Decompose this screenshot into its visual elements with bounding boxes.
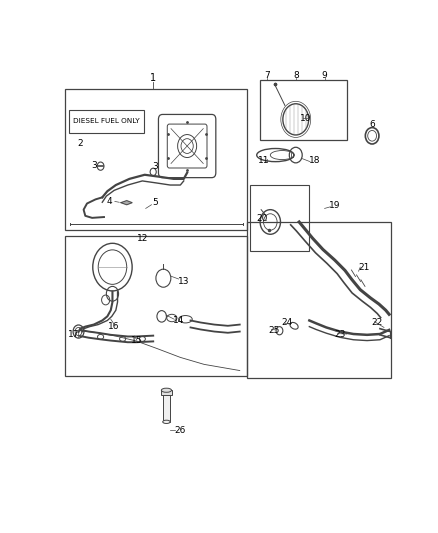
Text: 6: 6 — [369, 120, 375, 129]
Text: 12: 12 — [138, 234, 148, 243]
Text: 2: 2 — [78, 140, 83, 149]
Bar — [260, 80, 347, 140]
Text: 10: 10 — [300, 114, 312, 123]
Text: 14: 14 — [173, 316, 184, 325]
Text: 16: 16 — [108, 322, 120, 331]
Text: 9: 9 — [322, 71, 328, 80]
Ellipse shape — [161, 388, 172, 392]
Text: 26: 26 — [175, 425, 186, 434]
Polygon shape — [121, 200, 132, 205]
Text: 8: 8 — [293, 71, 299, 80]
Text: 23: 23 — [334, 330, 346, 340]
Text: 15: 15 — [131, 336, 142, 345]
Text: 17: 17 — [67, 330, 79, 340]
Text: 18: 18 — [309, 156, 320, 165]
Text: 1: 1 — [150, 74, 156, 83]
Bar — [162, 395, 170, 422]
Bar — [161, 390, 172, 395]
Bar — [250, 185, 309, 251]
Bar — [65, 88, 247, 230]
Text: 21: 21 — [358, 263, 369, 272]
Ellipse shape — [162, 420, 170, 424]
Bar — [65, 236, 247, 376]
Text: 4: 4 — [107, 197, 113, 206]
Text: 22: 22 — [371, 318, 383, 327]
Text: 20: 20 — [256, 214, 268, 223]
Text: 3: 3 — [152, 162, 158, 171]
Text: 24: 24 — [282, 318, 293, 327]
Text: 19: 19 — [329, 201, 341, 210]
Text: 7: 7 — [264, 71, 270, 80]
Text: DIESEL FUEL ONLY: DIESEL FUEL ONLY — [73, 118, 140, 124]
Text: 25: 25 — [268, 326, 279, 335]
Text: 3: 3 — [91, 161, 97, 170]
Bar — [247, 222, 391, 378]
Text: 5: 5 — [152, 198, 158, 207]
Text: 11: 11 — [258, 156, 269, 165]
Text: 13: 13 — [178, 277, 190, 286]
